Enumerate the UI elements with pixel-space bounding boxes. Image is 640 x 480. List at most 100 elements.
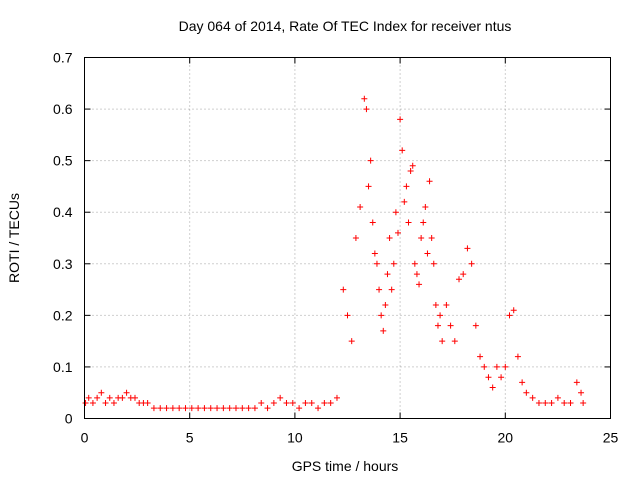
data-point	[369, 219, 376, 226]
data-point	[106, 394, 113, 401]
data-point	[380, 327, 387, 334]
data-point	[390, 260, 397, 267]
data-point	[519, 379, 526, 386]
x-tick-label: 15	[392, 430, 408, 446]
data-point	[182, 405, 189, 412]
data-point	[232, 405, 239, 412]
data-point	[371, 250, 378, 257]
data-point	[529, 394, 536, 401]
y-tick-label: 0.5	[53, 153, 73, 169]
data-point	[430, 260, 437, 267]
data-point	[439, 338, 446, 345]
data-point	[422, 204, 429, 211]
data-point	[510, 307, 517, 314]
y-tick-label: 0.6	[53, 101, 73, 117]
data-point	[409, 162, 416, 169]
data-points	[82, 95, 587, 412]
data-point	[407, 167, 414, 174]
data-point	[535, 400, 542, 407]
data-point	[94, 394, 101, 401]
data-point	[195, 405, 202, 412]
data-point	[85, 394, 92, 401]
data-point	[493, 363, 500, 370]
data-point	[411, 260, 418, 267]
data-point	[464, 245, 471, 252]
data-point	[405, 219, 412, 226]
data-point	[401, 198, 408, 205]
data-point	[460, 271, 467, 278]
data-point	[477, 353, 484, 360]
data-point	[481, 363, 488, 370]
data-point	[226, 405, 233, 412]
data-point	[201, 405, 208, 412]
data-point	[506, 312, 513, 319]
data-point	[340, 286, 347, 293]
data-point	[373, 260, 380, 267]
x-tick-label: 0	[81, 430, 89, 446]
data-point	[394, 229, 401, 236]
data-point	[542, 400, 549, 407]
data-point	[580, 400, 587, 407]
data-point	[388, 286, 395, 293]
data-point	[514, 353, 521, 360]
data-point	[144, 400, 151, 407]
data-point	[426, 178, 433, 185]
data-point	[485, 374, 492, 381]
data-point	[270, 400, 277, 407]
data-point	[157, 405, 164, 412]
data-point	[428, 235, 435, 241]
data-point	[420, 219, 427, 226]
data-point	[382, 302, 389, 309]
data-point	[434, 322, 441, 329]
axis-ticks	[84, 57, 611, 419]
data-point	[119, 394, 126, 401]
data-point	[150, 405, 157, 412]
y-axis-label: ROTI / TECUs	[6, 193, 22, 283]
x-axis-label: GPS time / hours	[292, 458, 399, 474]
data-point	[554, 394, 561, 401]
data-point	[523, 389, 530, 396]
data-point	[102, 400, 109, 407]
data-point	[357, 204, 364, 211]
data-point	[321, 400, 328, 407]
data-point	[413, 271, 420, 278]
data-point	[245, 405, 252, 412]
data-point	[376, 286, 383, 293]
data-point	[188, 405, 195, 412]
chart-title: Day 064 of 2014, Rate Of TEC Index for r…	[179, 18, 512, 34]
data-point	[361, 95, 368, 102]
x-tick-label: 20	[498, 430, 514, 446]
data-point	[418, 235, 425, 241]
data-point	[578, 389, 585, 396]
y-tick-label: 0.1	[53, 359, 73, 375]
data-point	[363, 106, 370, 113]
data-point	[89, 400, 96, 407]
data-point	[548, 400, 555, 407]
data-point	[251, 405, 258, 412]
data-point	[489, 384, 496, 391]
data-point	[399, 147, 406, 154]
data-point	[424, 250, 431, 257]
data-point	[352, 235, 359, 241]
x-tick-label: 10	[287, 430, 303, 446]
data-point	[567, 400, 574, 407]
data-point	[561, 400, 568, 407]
data-point	[123, 389, 130, 396]
data-point	[573, 379, 580, 386]
data-point	[131, 394, 138, 401]
data-point	[327, 400, 334, 407]
data-point	[296, 405, 303, 412]
data-point	[384, 271, 391, 278]
data-point	[378, 312, 385, 319]
data-point	[498, 374, 505, 381]
data-point	[98, 389, 105, 396]
data-point	[239, 405, 246, 412]
grid-lines	[84, 57, 611, 419]
data-point	[333, 394, 340, 401]
data-point	[502, 363, 509, 370]
data-point	[176, 405, 183, 412]
data-point	[416, 281, 423, 288]
data-point	[220, 405, 227, 412]
data-point	[169, 405, 176, 412]
